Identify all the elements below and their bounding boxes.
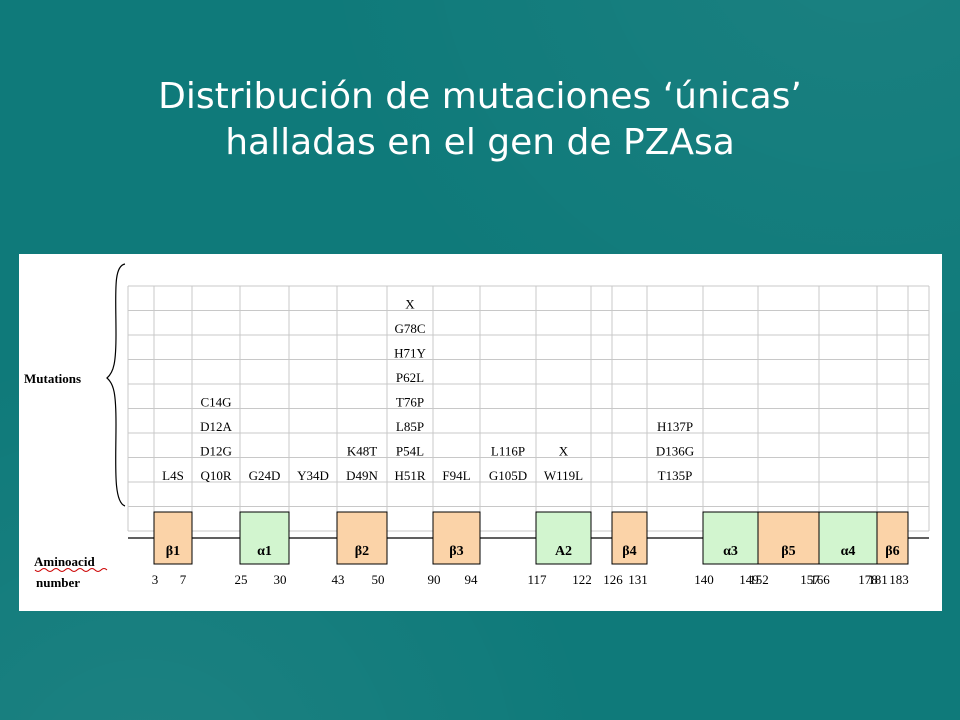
mutation-label: P54L [396,444,424,459]
beta-strand-box [757,511,820,565]
structure-label: A2 [555,544,572,559]
mutation-label: Q10R [200,468,231,483]
mutation-label: D49N [346,468,378,483]
mutation-label: K48T [347,444,377,459]
alpha-helix-box [239,511,290,565]
residue-start-number: 126 [603,572,623,587]
mutation-label: L85P [396,419,424,434]
structure-label: α1 [257,544,272,559]
residue-end-number: 7 [180,572,187,587]
structure-label: β1 [166,544,180,559]
structure-label: β3 [449,544,463,559]
residue-start-number: 3 [152,572,159,587]
mutation-distribution-figure: Mutations L4S Q10R D12G D12A C14G G24D Y34D D49N… [19,254,942,611]
mutation-label: H51R [394,468,425,483]
residue-start-number: 90 [428,572,441,587]
residue-end-number: 149 [739,572,759,587]
residue-start-number: 43 [332,572,345,587]
structure-label: β6 [885,544,899,559]
slide-title-line-1: Distribución de mutaciones ‘únicas’ [158,76,802,117]
beta-strand-box [153,511,193,565]
residue-end-number: 50 [372,572,385,587]
mutation-label: D12A [200,419,232,434]
spellcheck-underline [34,568,108,572]
slide-title: Distribución de mutaciones ‘únicas’ hall… [0,74,960,166]
alpha-helix-box [702,511,759,565]
residue-start-number: 25 [235,572,248,587]
mutation-label: H137P [657,419,693,434]
residue-start-number: 166 [810,572,830,587]
residue-end-number: 30 [274,572,287,587]
structure-label: α4 [841,544,856,559]
beta-strand-box [432,511,481,565]
mutation-label: W119L [544,468,583,483]
beta-strand-box [611,511,648,565]
mutation-label: X [405,297,415,312]
residue-end-number: 122 [572,572,592,587]
mutation-label: Y34D [297,468,329,483]
aminoacid-label-line-1: Aminoacid [34,554,95,569]
aminoacid-label-line-2: number [36,575,80,590]
mutations-brace [106,263,126,507]
residue-end-number: 131 [628,572,648,587]
mutation-distribution-diagram: Mutations L4S Q10R D12G D12A C14G G24D Y34D D49N… [24,263,930,590]
structure-label: β4 [622,544,636,559]
structure-label: α3 [723,544,738,559]
mutations-label: Mutations [24,371,81,386]
residue-end-number: 94 [465,572,479,587]
beta-strand-box [876,511,909,565]
residue-start-number: 152 [749,572,769,587]
structure-label: β5 [781,544,795,559]
mutation-label: D136G [656,444,694,459]
residue-end-number: 157 [800,572,820,587]
mutation-label: G78C [394,321,425,336]
mutation-label: G105D [489,468,527,483]
mutation-label: X [559,444,569,459]
alpha-helix-box [535,511,592,565]
structure-label: β2 [355,544,369,559]
mutation-label: F94L [442,468,470,483]
mutation-label: C14G [200,395,231,410]
mutation-label: L116P [491,444,525,459]
mutation-label: L4S [162,468,184,483]
residue-start-number: 140 [694,572,714,587]
mutation-label: T135P [658,468,693,483]
residue-start-number: 117 [527,572,547,587]
mutation-label: T76P [396,395,424,410]
mutation-label: P62L [396,370,424,385]
residue-end-number: 178 [858,572,878,587]
mutation-label: D12G [200,444,232,459]
beta-strand-box [336,511,388,565]
mutation-label: G24D [249,468,281,483]
residue-end-number: 183 [889,572,909,587]
mutation-label: H71Y [394,346,426,361]
slide-title-line-2: halladas en el gen de PZAsa [225,122,735,163]
residue-start-number: 181 [868,572,888,587]
